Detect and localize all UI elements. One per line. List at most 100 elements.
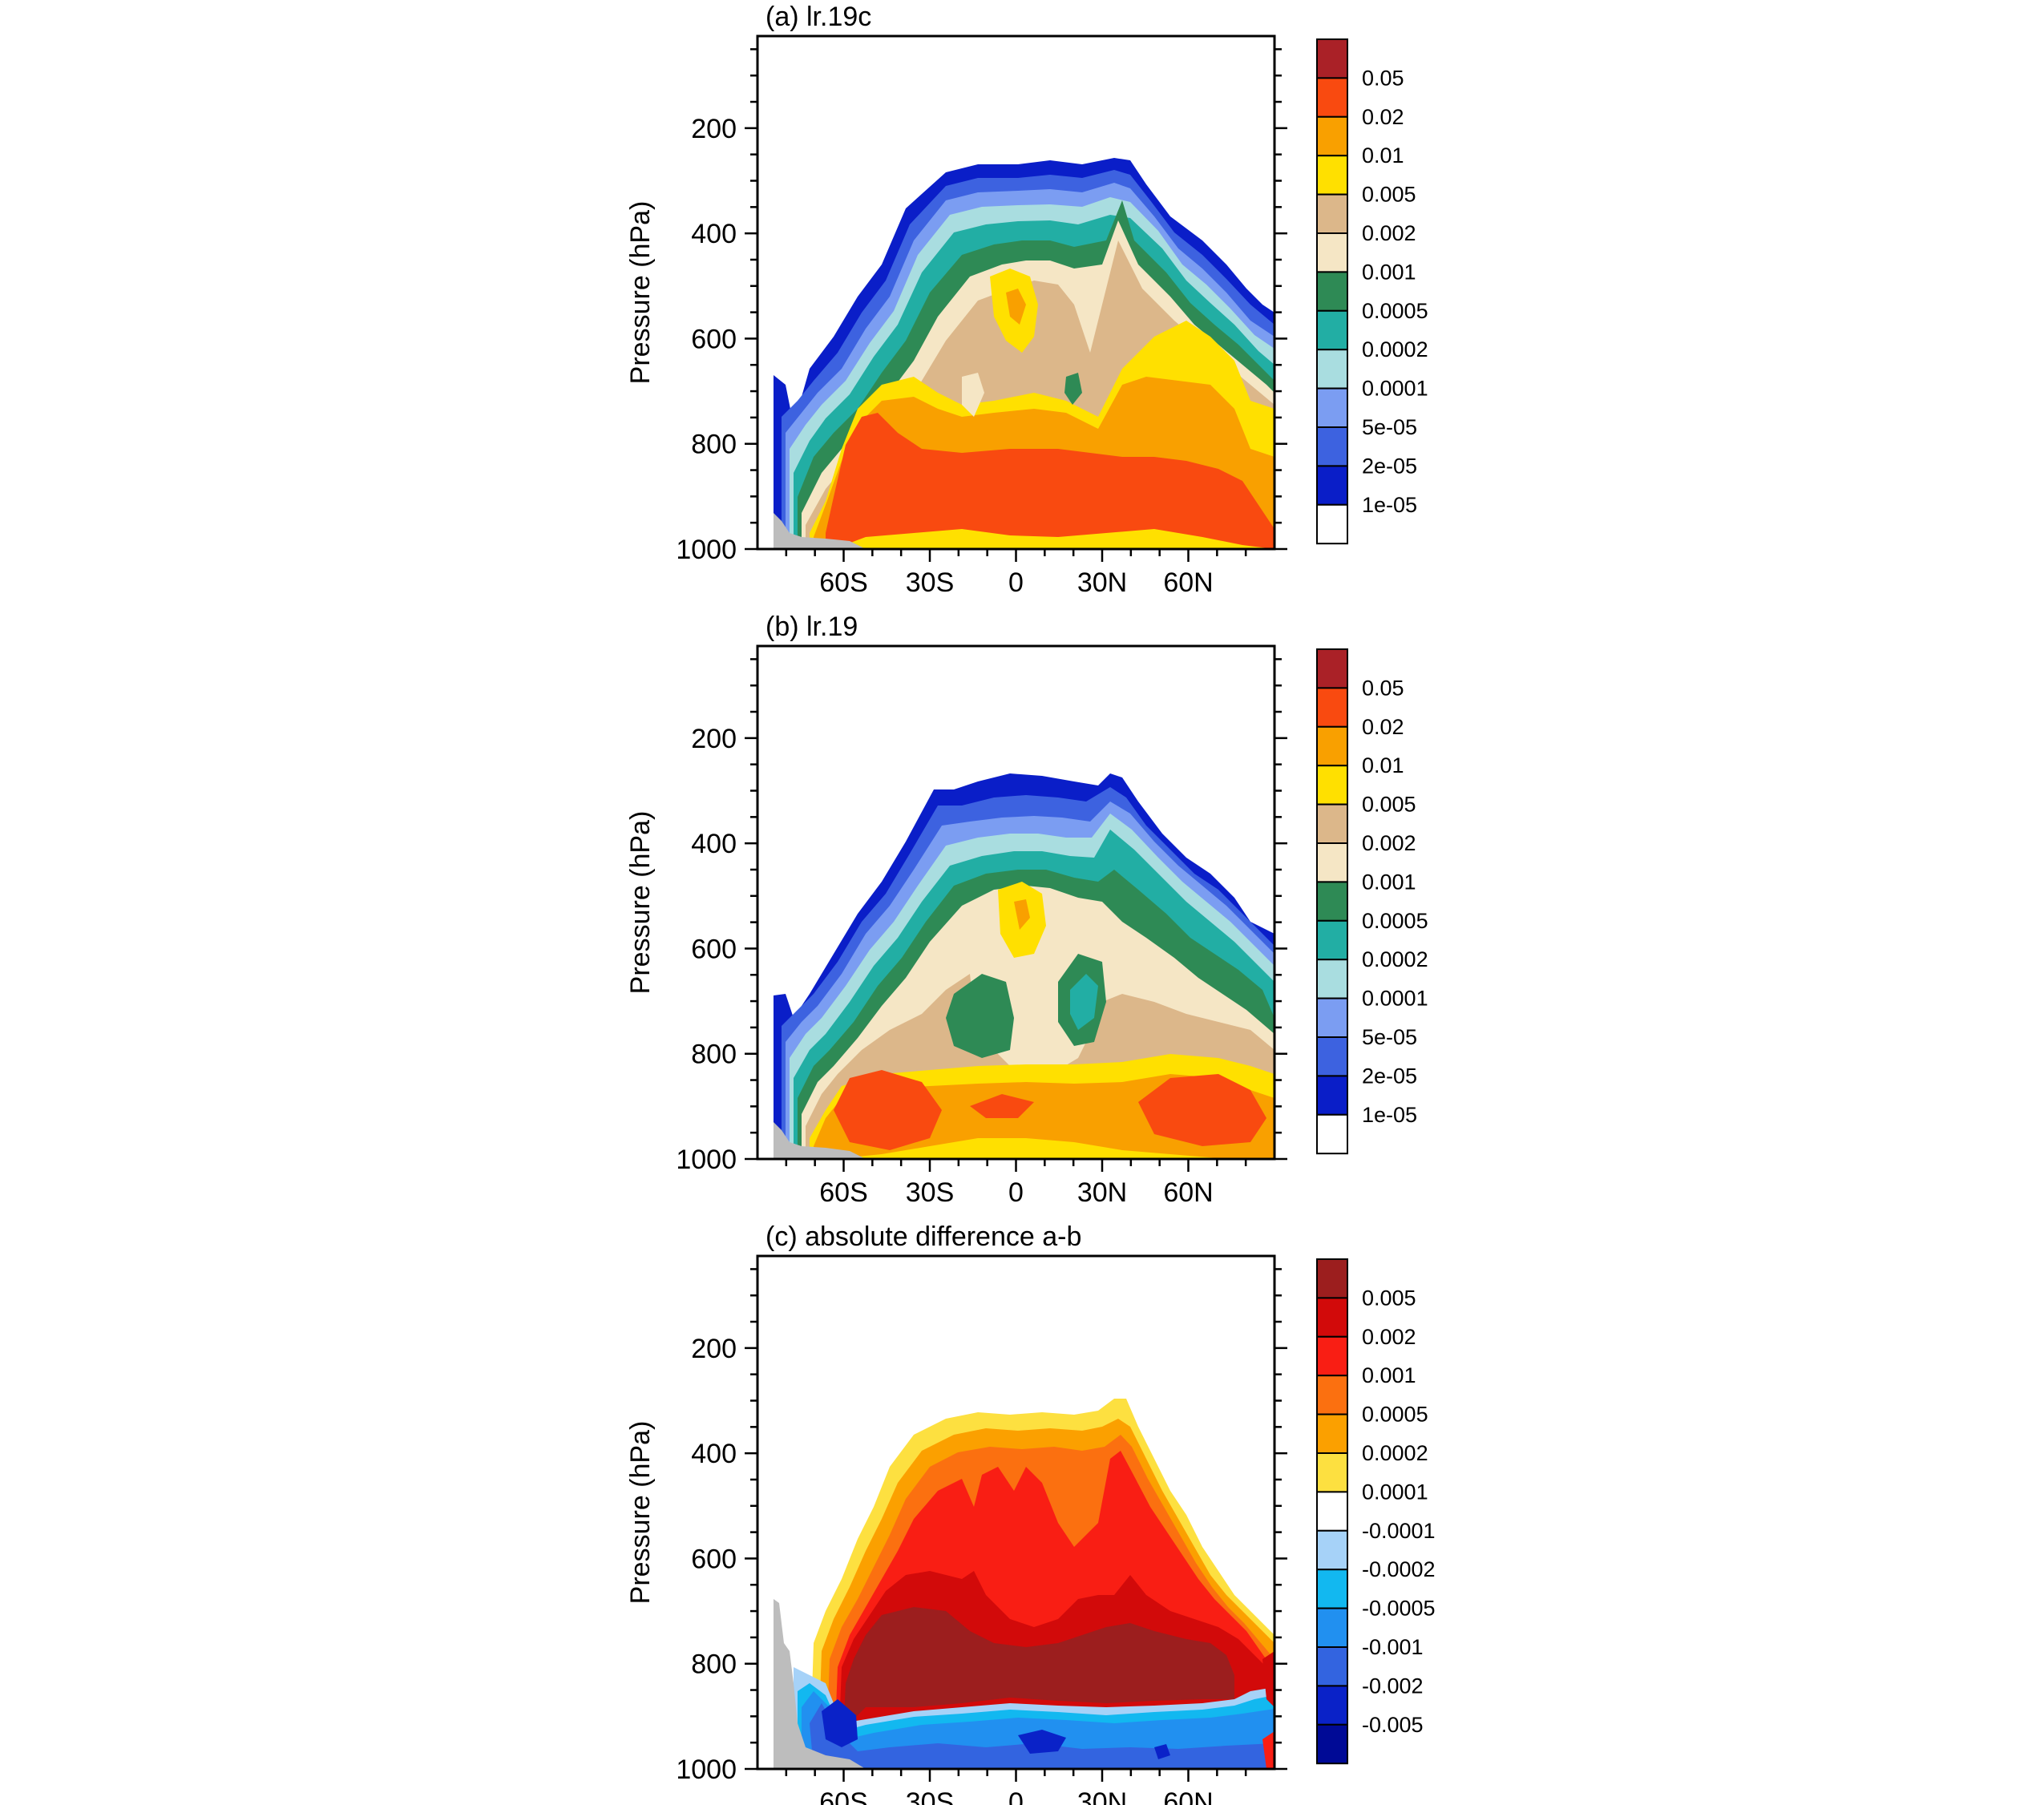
colorbar-swatch — [1316, 881, 1348, 922]
colorbar-swatch — [1316, 687, 1348, 728]
y-tick-label: 1000 — [676, 535, 737, 565]
colorbar-swatch — [1316, 648, 1348, 689]
contour-field — [774, 773, 1274, 1159]
colorbar-label: 0.005 — [1362, 183, 1416, 207]
colorbar-label: 0.0002 — [1362, 1441, 1428, 1465]
colorbar-swatch — [1316, 1491, 1348, 1532]
colorbar-label: -0.002 — [1362, 1674, 1424, 1698]
contour-blob-0.02-mid — [970, 1094, 1034, 1118]
colorbar-swatch — [1316, 1413, 1348, 1454]
y-axis: 200 400 600 800 1000 — [676, 1268, 1287, 1785]
contour-blob-0.02-right — [1138, 1074, 1266, 1146]
colorbar-swatch — [1316, 1075, 1348, 1116]
x-tick-label: 60N — [1163, 1177, 1213, 1208]
colorbar-label: -0.001 — [1362, 1635, 1424, 1659]
contour-blob-0.01-upper — [1014, 899, 1030, 930]
x-tick-label: 60S — [819, 567, 868, 598]
colorbar-swatch — [1316, 309, 1348, 351]
colorbar: 0.05 0.02 0.01 0.005 0.002 0.001 0.0005 0.0002 0… — [1316, 648, 1428, 1155]
colorbar-swatch — [1316, 232, 1348, 273]
y-tick-label: 800 — [691, 1650, 737, 1680]
x-tick-label: 60S — [819, 1787, 868, 1805]
colorbar-label: 5e-05 — [1362, 415, 1417, 439]
y-axis-label: Pressure (hPa) — [625, 811, 656, 995]
x-tick-label: 30S — [906, 1787, 955, 1805]
colorbar-label: 0.0002 — [1362, 947, 1428, 971]
colorbar-swatch — [1316, 959, 1348, 999]
colorbar-label: 0.002 — [1362, 221, 1416, 245]
colorbar-label: 0.0001 — [1362, 1480, 1428, 1504]
x-tick-label: 30N — [1077, 1177, 1127, 1208]
contour-blob-0.01 — [1006, 289, 1026, 325]
colorbar-swatch — [1316, 155, 1348, 196]
y-tick-label: 400 — [691, 1439, 737, 1469]
colorbar-swatch — [1316, 1569, 1348, 1609]
contour-blob-0.001 — [962, 373, 984, 417]
y-axis-label: Pressure (hPa) — [625, 201, 656, 385]
colorbar-label: 0.001 — [1362, 260, 1416, 284]
x-axis: 60S 30S 0 30N 60N — [785, 549, 1247, 598]
surface-mask — [774, 513, 866, 549]
colorbar-label: -0.0005 — [1362, 1597, 1436, 1621]
colorbar-label: 0.02 — [1362, 105, 1404, 129]
colorbar-label: 0.0001 — [1362, 377, 1428, 401]
colorbar-swatch — [1316, 349, 1348, 390]
y-tick-label: 800 — [691, 430, 737, 460]
colorbar: 0.05 0.02 0.01 0.005 0.002 0.001 0.0005 0.0002 0… — [1316, 38, 1428, 545]
y-tick-label: 600 — [691, 324, 737, 354]
contour-blob-0.02-left — [834, 1070, 942, 1150]
colorbar-label: 0.0002 — [1362, 337, 1428, 361]
colorbar-label: 1e-05 — [1362, 493, 1417, 517]
colorbar-label: 0.01 — [1362, 753, 1404, 777]
colorbar-label: 0.05 — [1362, 66, 1404, 90]
colorbar-label: 0.002 — [1362, 1325, 1416, 1349]
colorbar-label: 0.005 — [1362, 1286, 1416, 1310]
colorbar-label: -0.0001 — [1362, 1519, 1436, 1543]
contour-blob-right-red — [1262, 1651, 1274, 1707]
x-tick-label: 30S — [906, 567, 955, 598]
colorbar: 0.005 0.002 0.001 0.0005 0.0002 0.0001 -0.0001… — [1316, 1258, 1436, 1765]
y-axis: 200 400 600 800 1000 — [676, 48, 1287, 565]
surface-mask — [774, 1599, 866, 1769]
y-tick-label: 1000 — [676, 1755, 737, 1785]
colorbar-swatch — [1316, 426, 1348, 467]
y-tick-label: 800 — [691, 1040, 737, 1070]
x-tick-label: 30S — [906, 1177, 955, 1208]
y-tick-label: 600 — [691, 1544, 737, 1574]
x-tick-label: 30N — [1077, 1787, 1127, 1805]
colorbar-swatch — [1316, 193, 1348, 235]
colorbar-swatch — [1316, 77, 1348, 118]
y-tick-label: 200 — [691, 1334, 737, 1364]
contour-blob-neg-0.002 — [822, 1699, 858, 1747]
x-tick-label: 0 — [1008, 567, 1024, 598]
colorbar-swatch — [1316, 115, 1348, 157]
surface-mask — [774, 1122, 866, 1159]
colorbar-swatch — [1316, 465, 1348, 506]
panel-title: (b) lr.19 — [765, 612, 858, 642]
panel-c: (c) absolute difference a-b 200 400 600 800… — [625, 1222, 1436, 1805]
panel-title: (a) lr.19c — [765, 2, 871, 32]
x-tick-label: 60N — [1163, 1787, 1213, 1805]
contour-field — [774, 1399, 1274, 1769]
colorbar-swatch — [1316, 803, 1348, 844]
colorbar-label: -0.005 — [1362, 1713, 1424, 1737]
y-axis: 200 400 600 800 1000 — [676, 658, 1287, 1175]
contour-band-0.005-bottom — [834, 1138, 1274, 1159]
colorbar-label: 2e-05 — [1362, 454, 1417, 478]
colorbar-label: 0.0005 — [1362, 299, 1428, 323]
colorbar-swatch — [1316, 271, 1348, 312]
colorbar-swatch — [1316, 1036, 1348, 1077]
colorbar-swatch — [1316, 1258, 1348, 1299]
colorbar-swatch — [1316, 725, 1348, 767]
contour-blob-right-bottom — [1262, 1731, 1274, 1769]
colorbar-swatch — [1316, 1723, 1348, 1765]
colorbar-swatch — [1316, 1335, 1348, 1377]
contour-field — [774, 158, 1274, 549]
colorbar-swatch — [1316, 1452, 1348, 1493]
contour-band-0.005 — [842, 1607, 1234, 1769]
x-tick-label: 0 — [1008, 1177, 1024, 1208]
y-tick-label: 400 — [691, 219, 737, 249]
colorbar-swatch — [1316, 842, 1348, 883]
